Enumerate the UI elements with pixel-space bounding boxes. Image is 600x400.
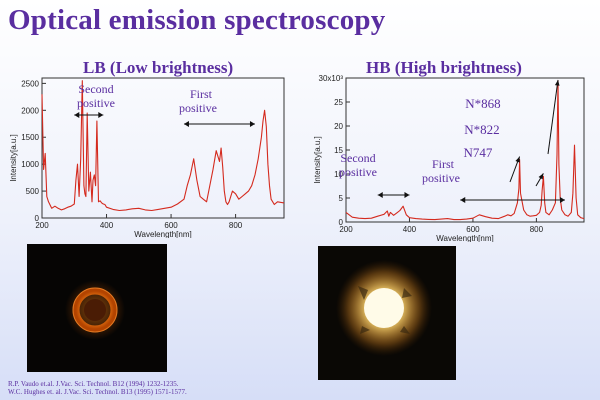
slide-title: Optical emission spectroscopy	[8, 4, 386, 36]
lb-y-tick-label: 1500	[21, 133, 39, 142]
hb-arrowhead	[515, 156, 520, 163]
hb-y-tick-label: 20	[334, 122, 343, 131]
hb-chart-title: HB (High brightness)	[366, 58, 522, 77]
hb-x-tick-label: 800	[530, 225, 544, 234]
lb-glow-image	[27, 244, 167, 372]
hb-y-tick-label: 30x10³	[319, 74, 344, 83]
lb-x-tick-label: 200	[35, 221, 49, 230]
reference-2: W.C. Hughes et. al. J.Vac. Sci. Technol.…	[8, 388, 187, 396]
hb-y-axis-label: Intensity[a.u.]	[313, 136, 322, 184]
hb-x-axis-label: Wavelength[nm]	[436, 234, 494, 242]
lb-x-tick-label: 400	[100, 221, 114, 230]
hb-annotation-label: positive	[339, 165, 377, 179]
lb-y-tick-label: 2500	[21, 79, 39, 88]
lb-discharge-photo	[27, 244, 167, 372]
lb-y-tick-label: 1000	[21, 160, 39, 169]
hb-arrowhead	[559, 197, 565, 203]
hb-x-tick-label: 400	[403, 225, 417, 234]
hb-glow-image	[318, 246, 456, 380]
hb-y-tick-label: 25	[334, 98, 343, 107]
hb-arrowhead	[538, 173, 544, 180]
lb-arrowhead	[183, 121, 189, 127]
lb-y-tick-label: 2000	[21, 106, 39, 115]
hb-arrowhead	[404, 192, 410, 198]
hb-spectrum-chart: 0 5 10 15 20 25 30x10³ 200 400 600 800 Wavelength[n…	[313, 74, 585, 242]
hb-y-tick-label: 15	[334, 146, 343, 155]
hb-y-tick-label: 5	[339, 194, 344, 203]
lb-y-axis-label: Intensity[a.u.]	[9, 134, 18, 182]
hb-arrowhead	[554, 80, 560, 86]
hb-arrowhead	[460, 197, 466, 203]
hb-y-tick-label: 0	[339, 218, 344, 227]
lb-x-axis-label: Wavelength[nm]	[134, 230, 192, 238]
reference-1: R.P. Vaudo et.al. J.Vac. Sci. Technol. B…	[8, 380, 179, 388]
hb-annotation-label: N*868	[465, 96, 500, 111]
lb-spectrum-chart: 0 500 1000 1500 2000 2500 200 400 600 800 Waveleng…	[9, 77, 285, 238]
hb-peak-pointer	[547, 79, 559, 155]
hb-annotation-label: positive	[422, 171, 460, 185]
lb-plot-frame	[41, 77, 285, 219]
lb-annotation-label: Second	[78, 82, 113, 96]
lb-y-tick-label: 0	[35, 214, 40, 223]
hb-annotation-label: N747	[464, 145, 493, 160]
hb-x-tick-label: 600	[466, 225, 480, 234]
hb-annotation-label: N*822	[464, 122, 499, 137]
lb-annotation-label: positive	[77, 96, 115, 110]
lb-chart-title: LB (Low brightness)	[83, 58, 234, 77]
lb-x-tick-label: 800	[229, 221, 243, 230]
hb-arrowhead	[377, 192, 383, 198]
hb-x-tick-label: 200	[339, 225, 353, 234]
references: R.P. Vaudo et.al. J.Vac. Sci. Technol. B…	[8, 380, 187, 396]
lb-spectrum-line	[41, 80, 285, 212]
hb-annotation-label: Second	[340, 151, 375, 165]
lb-y-tick-label: 500	[26, 187, 40, 196]
lb-annotation-label: First	[190, 87, 213, 101]
lb-arrowhead	[249, 121, 255, 127]
hb-spectrum-line	[345, 79, 585, 221]
hb-annotation-label: First	[432, 157, 455, 171]
lb-x-tick-label: 600	[164, 221, 178, 230]
hb-discharge-photo	[318, 246, 456, 380]
lb-annotation-label: positive	[179, 101, 217, 115]
lb-arrowhead	[74, 112, 80, 118]
lb-arrowhead	[98, 112, 104, 118]
hb-y-tick-label: 10	[334, 170, 343, 179]
